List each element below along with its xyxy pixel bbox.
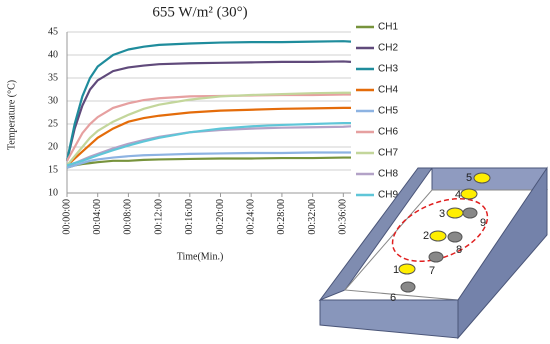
- series-line: [66, 91, 351, 167]
- legend-label: CH5: [378, 106, 398, 117]
- sensor-label: 9: [480, 217, 486, 229]
- x-tick-label: 00:36:00: [338, 199, 349, 235]
- y-tick-label: 15: [48, 164, 58, 175]
- sensor-label: 4: [455, 189, 461, 201]
- sensor-gray: [400, 281, 416, 293]
- sensor-label: 1: [393, 264, 399, 276]
- series-line: [66, 93, 351, 162]
- series-line: [65, 40, 352, 162]
- y-axis-title: Temperature (°C): [6, 80, 17, 150]
- series-line: [66, 151, 351, 169]
- chart-title: 655 W/m² (30°): [152, 4, 247, 20]
- series-line: [66, 121, 351, 167]
- sensor-yellow: [446, 207, 464, 219]
- sensor-yellow: [473, 172, 491, 184]
- y-tick-label: 45: [48, 26, 58, 37]
- x-tick-label: 00:08:00: [123, 199, 134, 235]
- x-tick-label: 00:32:00: [307, 199, 318, 235]
- box-diagram: 1 2 3 4 5 6 7 8 9: [318, 166, 549, 340]
- sensor-yellow: [429, 230, 447, 242]
- sensor-label: 2: [423, 230, 429, 242]
- y-tick-label: 25: [48, 118, 58, 129]
- x-tick-label: 00:12:00: [153, 199, 164, 235]
- legend-label: CH2: [378, 43, 398, 54]
- y-tick-label: 35: [48, 72, 58, 83]
- sensor-yellow: [398, 263, 416, 275]
- legend-label: CH1: [378, 22, 398, 33]
- series-line: [66, 156, 351, 169]
- sensor-label: 6: [390, 292, 396, 304]
- legend-label: CH4: [378, 85, 398, 96]
- x-tick-label: 00:20:00: [215, 199, 226, 235]
- legend-label: CH9: [378, 190, 398, 201]
- x-tick-label: 00:16:00: [184, 199, 195, 235]
- legend-label: CH3: [378, 64, 398, 75]
- x-tick-label: 00:24:00: [246, 199, 257, 235]
- y-tick-label: 10: [48, 187, 58, 198]
- series-line: [65, 60, 352, 162]
- sensor-label: 3: [439, 208, 445, 220]
- legend-label: CH6: [378, 127, 398, 138]
- sensor-gray: [428, 251, 444, 263]
- focus-ellipse: [391, 197, 489, 263]
- sensor-gray: [447, 231, 463, 243]
- x-tick-label: 00:28:00: [276, 199, 287, 235]
- sensor-gray: [462, 207, 478, 219]
- legend-label: CH7: [378, 148, 398, 159]
- y-tick-label: 20: [48, 141, 58, 152]
- x-axis-title: Time(Min.): [177, 251, 224, 262]
- x-tick-label: 00:00:00: [61, 199, 72, 235]
- y-tick-label: 30: [48, 95, 58, 106]
- sensor-label: 8: [456, 244, 462, 256]
- sensor-yellow: [460, 188, 478, 200]
- sensor-label: 5: [466, 172, 472, 184]
- legend-label: CH8: [378, 169, 398, 180]
- x-tick-label: 00:04:00: [92, 199, 103, 235]
- y-tick-label: 40: [48, 49, 58, 60]
- box-front-wall: [319, 299, 459, 339]
- series-line: [66, 106, 351, 167]
- sensor-label: 7: [429, 265, 435, 277]
